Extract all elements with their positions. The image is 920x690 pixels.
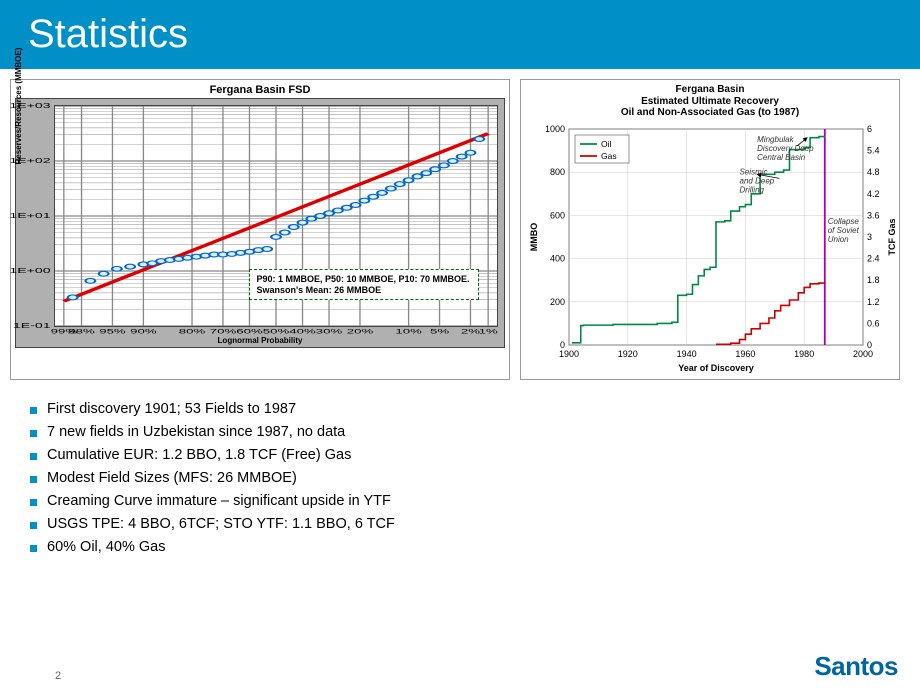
svg-text:1E-01: 1E-01 <box>13 322 51 330</box>
slide-title: Statistics <box>28 12 188 56</box>
bullet-icon <box>30 476 37 483</box>
svg-text:70%: 70% <box>210 329 237 336</box>
svg-text:1.8: 1.8 <box>867 275 880 285</box>
svg-text:5%: 5% <box>430 329 449 336</box>
svg-text:1900: 1900 <box>559 349 579 359</box>
svg-text:98%: 98% <box>68 329 95 336</box>
svg-text:1E+01: 1E+01 <box>9 212 50 220</box>
eur-title-l2: Estimated Ultimate Recovery <box>525 96 895 108</box>
svg-text:20%: 20% <box>347 329 374 336</box>
fsd-xlabel: Lognormal Probability <box>218 336 303 345</box>
bullet-text: First discovery 1901; 53 Fields to 1987 <box>47 401 296 417</box>
svg-text:200: 200 <box>550 296 565 306</box>
santos-logo: Santos <box>814 651 898 682</box>
bullet-item: Creaming Curve immature – significant up… <box>30 493 900 509</box>
bullet-icon <box>30 453 37 460</box>
svg-text:1960: 1960 <box>735 349 755 359</box>
page-number: 2 <box>55 670 61 682</box>
svg-text:Central Basin: Central Basin <box>757 152 806 161</box>
svg-text:3: 3 <box>867 232 872 242</box>
svg-text:1940: 1940 <box>677 349 697 359</box>
bullet-text: Cumulative EUR: 1.2 BBO, 1.8 TCF (Free) … <box>47 447 351 463</box>
content-row: Fergana Basin FSD Reserves/Resources (MM… <box>0 69 920 380</box>
svg-text:1.2: 1.2 <box>867 296 880 306</box>
bullet-item: Cumulative EUR: 1.2 BBO, 1.8 TCF (Free) … <box>30 447 900 463</box>
svg-text:50%: 50% <box>263 329 290 336</box>
svg-text:Collapse: Collapse <box>828 217 860 226</box>
svg-text:0: 0 <box>867 340 872 350</box>
svg-text:2000: 2000 <box>853 349 873 359</box>
fsd-plot-area: Reserves/Resources (MMBOE) P90: 1 MMBOE,… <box>15 98 505 348</box>
eur-title-l3: Oil and Non-Associated Gas (to 1987) <box>525 107 895 119</box>
svg-text:Oil: Oil <box>601 139 612 149</box>
eur-svg: 1900192019401960198020000200400600800100… <box>525 121 903 375</box>
svg-text:800: 800 <box>550 167 565 177</box>
bullet-item: 60% Oil, 40% Gas <box>30 539 900 555</box>
svg-text:6: 6 <box>867 124 872 134</box>
svg-text:Year of Discovery: Year of Discovery <box>678 363 754 373</box>
fsd-ylabel: Reserves/Resources (MMBOE) <box>14 48 23 165</box>
bullet-icon <box>30 522 37 529</box>
bullet-list: First discovery 1901; 53 Fields to 1987 7… <box>0 380 920 555</box>
svg-text:Mingbulak: Mingbulak <box>757 134 794 143</box>
bullet-item: Modest Field Sizes (MFS: 26 MMBOE) <box>30 470 900 486</box>
bullet-icon <box>30 499 37 506</box>
svg-text:80%: 80% <box>179 329 206 336</box>
svg-text:95%: 95% <box>99 329 126 336</box>
svg-text:Drilling: Drilling <box>740 185 765 194</box>
svg-text:MMBO: MMBO <box>529 222 539 251</box>
bullet-text: Modest Field Sizes (MFS: 26 MMBOE) <box>47 470 297 486</box>
svg-text:400: 400 <box>550 253 565 263</box>
fsd-inner: P90: 1 MMBOE, P50: 10 MMBOE, P10: 70 MMB… <box>54 105 498 327</box>
svg-text:1920: 1920 <box>618 349 638 359</box>
fsd-chart-title: Fergana Basin FSD <box>15 84 505 96</box>
svg-text:600: 600 <box>550 210 565 220</box>
svg-text:3.6: 3.6 <box>867 210 880 220</box>
svg-text:5.4: 5.4 <box>867 145 880 155</box>
bullet-item: 7 new fields in Uzbekistan since 1987, n… <box>30 424 900 440</box>
svg-text:1000: 1000 <box>545 124 565 134</box>
svg-text:60%: 60% <box>236 329 263 336</box>
bullet-item: USGS TPE: 4 BBO, 6TCF; STO YTF: 1.1 BBO,… <box>30 516 900 532</box>
bullet-icon <box>30 407 37 414</box>
fsd-chart: Fergana Basin FSD Reserves/Resources (MM… <box>10 79 510 380</box>
svg-text:10%: 10% <box>395 329 422 336</box>
svg-text:of Soviet: of Soviet <box>828 226 860 235</box>
eur-chart-title: Fergana Basin Estimated Ultimate Recover… <box>525 84 895 119</box>
eur-chart: Fergana Basin Estimated Ultimate Recover… <box>520 79 900 380</box>
svg-text:1%: 1% <box>479 329 498 336</box>
svg-text:90%: 90% <box>130 329 157 336</box>
fsd-annotation-text: P90: 1 MMBOE, P50: 10 MMBOE, P10: 70 MMB… <box>256 274 469 295</box>
bullet-item: First discovery 1901; 53 Fields to 1987 <box>30 401 900 417</box>
bullet-icon <box>30 545 37 552</box>
svg-text:1980: 1980 <box>794 349 814 359</box>
svg-text:Seismic: Seismic <box>740 167 768 176</box>
svg-text:Discovery Deep: Discovery Deep <box>757 143 814 152</box>
bullet-text: USGS TPE: 4 BBO, 6TCF; STO YTF: 1.1 BBO,… <box>47 516 395 532</box>
svg-text:2.4: 2.4 <box>867 253 880 263</box>
bullet-text: 7 new fields in Uzbekistan since 1987, n… <box>47 424 345 440</box>
svg-text:4.2: 4.2 <box>867 188 880 198</box>
svg-text:40%: 40% <box>289 329 316 336</box>
bullet-text: 60% Oil, 40% Gas <box>47 539 165 555</box>
svg-text:4.8: 4.8 <box>867 167 880 177</box>
slide-header: Statistics <box>0 0 920 69</box>
svg-text:Gas: Gas <box>601 151 617 161</box>
bullet-icon <box>30 430 37 437</box>
svg-text:0.6: 0.6 <box>867 318 880 328</box>
svg-text:2%: 2% <box>461 329 480 336</box>
bullet-text: Creaming Curve immature – significant up… <box>47 493 391 509</box>
svg-text:Union: Union <box>828 235 849 244</box>
svg-text:99%: 99% <box>51 329 78 336</box>
svg-text:and Deep: and Deep <box>740 176 775 185</box>
svg-text:1E+00: 1E+00 <box>9 267 50 275</box>
svg-text:30%: 30% <box>316 329 343 336</box>
svg-text:TCF Gas: TCF Gas <box>887 218 897 255</box>
footer: 2 Santos <box>0 651 920 682</box>
svg-text:0: 0 <box>560 340 565 350</box>
eur-title-l1: Fergana Basin <box>525 84 895 96</box>
eur-plot-area: 1900192019401960198020000200400600800100… <box>525 121 895 375</box>
fsd-annotation-box: P90: 1 MMBOE, P50: 10 MMBOE, P10: 70 MMB… <box>249 269 479 301</box>
